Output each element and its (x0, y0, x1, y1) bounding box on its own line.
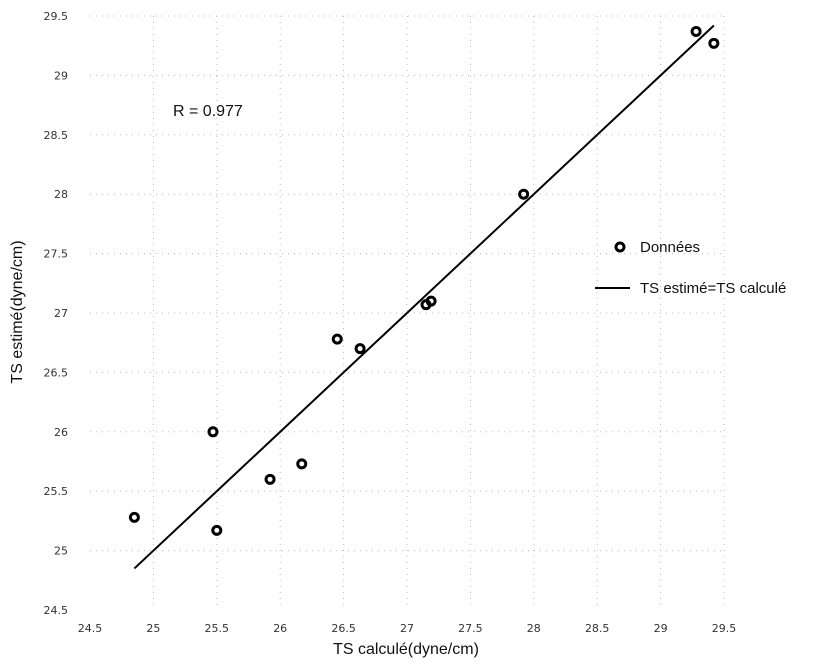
legend-label-donnees: Données (640, 239, 700, 256)
identity-line (133, 24, 715, 570)
x-tick-label: 28 (527, 622, 541, 635)
y-tick-label: 26 (54, 426, 68, 439)
y-tick-label: 27.5 (44, 248, 69, 261)
data-points (128, 25, 720, 536)
x-tick-label: 26.5 (331, 622, 356, 635)
y-tick-label: 29.5 (44, 10, 69, 23)
data-point (264, 473, 276, 485)
y-axis-title: TS estimé(dyne/cm) (9, 240, 26, 383)
x-tick-label: 25 (146, 622, 160, 635)
y-axis-ticks: 24.5 25 25.5 26 26.5 27 27.5 28 28.5 29 29.5 (44, 10, 69, 617)
y-tick-label: 24.5 (44, 604, 69, 617)
y-tick-label: 28.5 (44, 129, 69, 142)
y-tick-label: 28 (54, 188, 68, 201)
x-axis-title: TS calculé(dyne/cm) (333, 641, 479, 658)
data-point (331, 333, 343, 345)
x-tick-label: 29 (654, 622, 668, 635)
y-tick-label: 29 (54, 69, 68, 82)
x-tick-label: 27.5 (458, 622, 483, 635)
x-tick-label: 26 (273, 622, 287, 635)
fit-line-layer (133, 24, 715, 570)
r-annotation: R = 0.977 (173, 103, 243, 120)
x-tick-label: 28.5 (585, 622, 610, 635)
data-point (354, 343, 366, 355)
legend-label-identity: TS estimé=TS calculé (640, 280, 786, 297)
data-point (296, 458, 308, 470)
y-tick-label: 25.5 (44, 485, 69, 498)
x-tick-label: 24.5 (78, 622, 103, 635)
x-tick-label: 29.5 (712, 622, 737, 635)
legend-marker-donnees (614, 241, 626, 253)
grid (90, 15, 725, 610)
y-tick-label: 27 (54, 307, 68, 320)
data-point (425, 295, 437, 307)
x-tick-label: 25.5 (205, 622, 230, 635)
data-point (708, 37, 720, 49)
data-point (211, 524, 223, 536)
data-point (690, 25, 702, 37)
y-tick-label: 25 (54, 545, 68, 558)
y-tick-label: 26.5 (44, 366, 69, 379)
data-point (207, 426, 219, 438)
legend: Données TS estimé=TS calculé (595, 239, 786, 297)
x-tick-label: 27 (400, 622, 414, 635)
data-point (128, 511, 140, 523)
x-axis-ticks: 24.5 25 25.5 26 26.5 27 27.5 28 28.5 29 29.5 (78, 622, 737, 635)
data-point (518, 188, 530, 200)
